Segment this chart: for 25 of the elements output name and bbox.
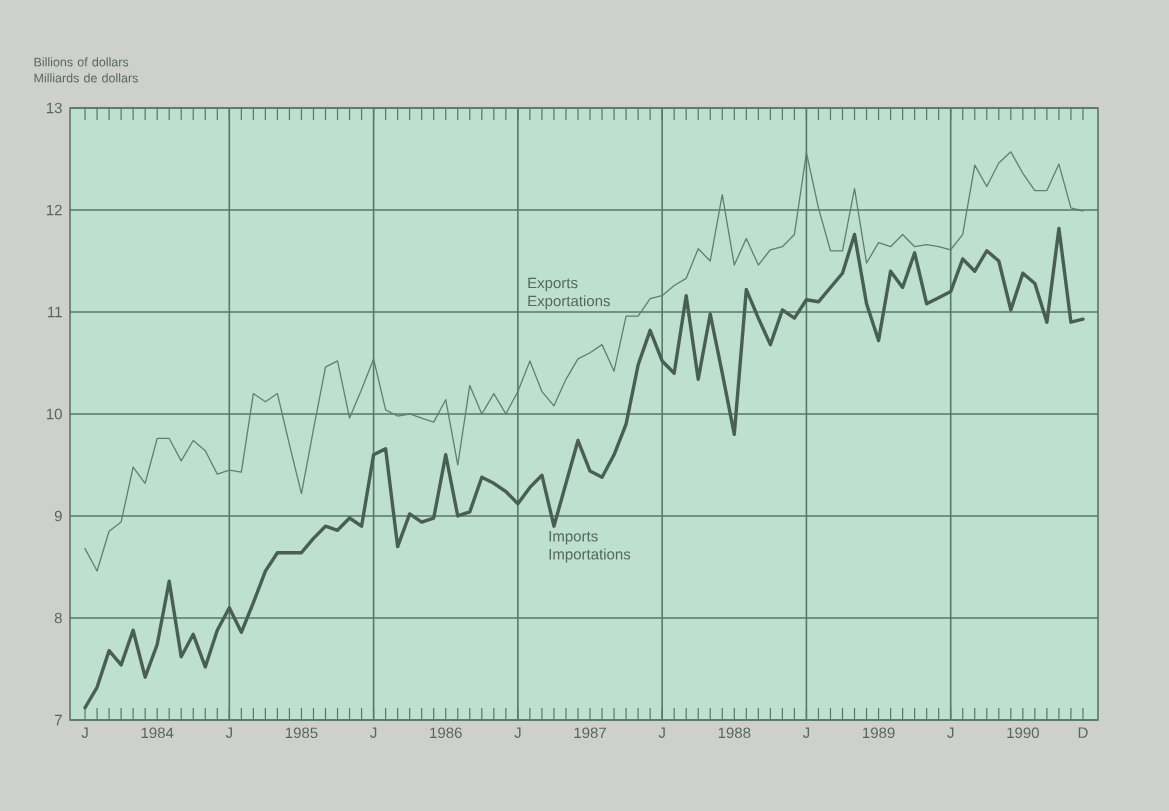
- x-tick-label: 1987: [574, 727, 606, 739]
- x-tick-label: J: [802, 727, 810, 738]
- y-tick-label: 12: [46, 204, 62, 216]
- y-tick-label: 10: [46, 408, 62, 420]
- series-label: Exports Exportations: [528, 277, 610, 310]
- x-tick-label: D: [1078, 727, 1088, 738]
- x-tick-label: 1986: [430, 727, 462, 739]
- x-tick-label: J: [658, 727, 665, 738]
- y-tick-label: 9: [54, 510, 62, 522]
- y-axis-title: Billions of dollars Milliards de dollars: [34, 57, 138, 83]
- x-tick-label: J: [370, 727, 377, 738]
- x-tick-label: 1984: [141, 727, 174, 739]
- y-tick-label: 7: [54, 714, 62, 726]
- x-tick-label: 1988: [718, 727, 751, 739]
- x-tick-label: 1985: [285, 727, 318, 739]
- series-label: Imports Importations: [549, 531, 631, 563]
- y-tick-label: 11: [48, 306, 62, 318]
- x-tick-label: J: [947, 727, 954, 738]
- x-tick-label: 1989: [863, 727, 895, 739]
- x-tick-label: J: [514, 727, 521, 738]
- y-tick-label: 8: [54, 612, 62, 624]
- y-tick-label: 13: [46, 102, 62, 114]
- x-tick-label: J: [225, 727, 232, 738]
- x-tick-label: J: [81, 727, 88, 738]
- x-tick-label: 1990: [1007, 727, 1039, 739]
